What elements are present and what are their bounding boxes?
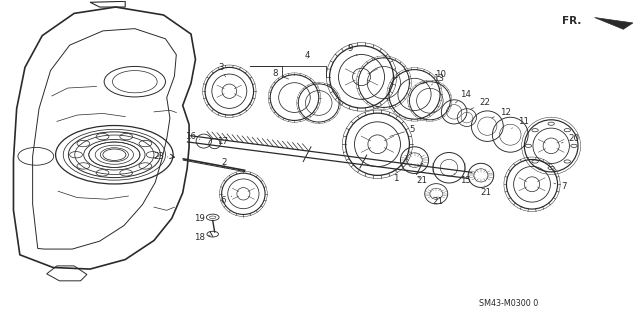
Text: 20: 20: [561, 134, 580, 143]
Polygon shape: [595, 18, 633, 29]
Text: 21: 21: [417, 176, 428, 185]
Text: 7: 7: [554, 182, 566, 191]
Text: 23: 23: [154, 152, 168, 161]
Text: 2: 2: [221, 158, 227, 168]
Text: 4: 4: [305, 51, 310, 60]
Text: SM43-M0300 0: SM43-M0300 0: [479, 299, 538, 308]
Text: 18: 18: [195, 233, 210, 242]
Text: 19: 19: [195, 214, 205, 223]
Text: 8: 8: [273, 69, 289, 79]
Text: 21: 21: [481, 186, 492, 197]
Text: 11: 11: [511, 117, 529, 128]
Text: 15: 15: [454, 174, 471, 185]
Text: 9: 9: [348, 44, 357, 55]
Text: 1: 1: [392, 171, 398, 183]
Text: 16: 16: [186, 132, 200, 141]
Text: 17: 17: [218, 137, 228, 145]
Text: 13: 13: [422, 74, 444, 84]
Text: 6: 6: [220, 196, 232, 205]
Text: 5: 5: [390, 125, 415, 137]
Text: 12: 12: [492, 108, 511, 118]
Text: 21: 21: [433, 197, 444, 206]
Text: FR.: FR.: [563, 16, 582, 26]
Text: 14: 14: [456, 90, 471, 103]
Text: 3: 3: [218, 63, 225, 77]
Text: 10: 10: [431, 70, 445, 85]
Text: 22: 22: [470, 99, 490, 109]
